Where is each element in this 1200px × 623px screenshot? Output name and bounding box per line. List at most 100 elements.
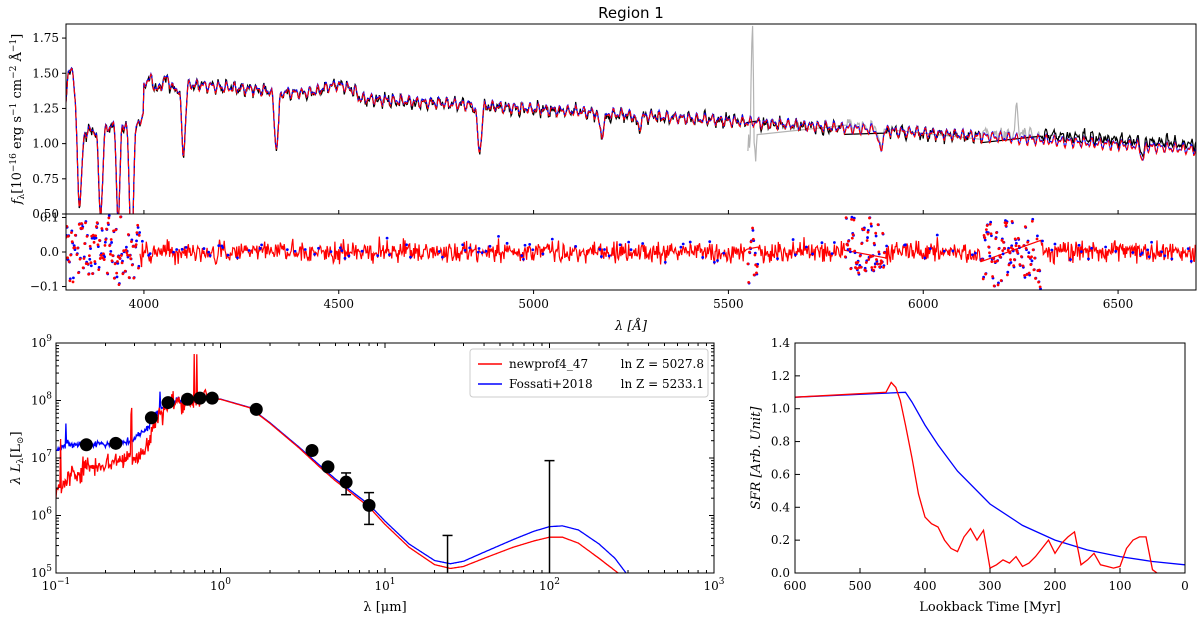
residual-fossati-point — [338, 246, 342, 250]
residual-fossati-point — [833, 241, 836, 244]
residual-fossati-point — [1150, 240, 1153, 244]
residual-fossati-point — [258, 246, 262, 250]
sed-photometry-point — [109, 436, 123, 450]
residual-newprof-point — [995, 231, 998, 235]
residual-fossati-point — [1027, 251, 1031, 255]
residual-newprof-point — [846, 243, 850, 247]
residual-newprof-point — [78, 257, 82, 261]
residual-newprof-point — [136, 223, 140, 227]
residual-newprof-point — [85, 234, 89, 238]
spectrum-fossati-model-line — [66, 66, 1196, 214]
residual-newprof-point — [1012, 264, 1016, 267]
residual-newprof-point — [114, 228, 118, 232]
residual-newprof-point — [751, 237, 755, 241]
residual-fossati-point — [221, 246, 225, 249]
residual-newprof-point — [843, 255, 847, 259]
residual-fossati-point — [688, 240, 692, 244]
spectrum-y-axis-label: fλ[10−16 erg s−1 cm−2 Å−1] — [9, 34, 27, 206]
residual-fossati-point — [708, 240, 712, 243]
residual-newprof-point — [87, 272, 90, 276]
residual-newprof-point — [872, 241, 876, 245]
residual-fossati-point — [935, 233, 939, 237]
residual-newprof-point — [994, 237, 998, 241]
residual-fossati-point — [1189, 259, 1193, 263]
legend-stat-fossati: ln Z = 5233.1 — [621, 377, 704, 391]
residual-fossati-point — [94, 236, 98, 240]
residual-fossati-point — [285, 248, 289, 252]
residual-newprof-point — [106, 221, 110, 225]
sed-frame — [55, 342, 715, 574]
residual-fossati-point — [208, 254, 212, 257]
residual-fossati-point — [217, 244, 221, 248]
residual-newprof-point — [873, 265, 877, 269]
residual-newprof-point — [103, 243, 107, 247]
residual-fossati-point — [385, 236, 389, 240]
residual-newprof-point — [859, 265, 863, 269]
residual-newprof-point — [851, 233, 855, 237]
residual-newprof-point — [117, 283, 121, 287]
residual-fossati-point — [531, 248, 535, 252]
sed-y-axis-label: λ Lλ[L⊙] — [9, 431, 26, 485]
sfh-y-tick-label: 0.6 — [771, 467, 790, 481]
residual-newprof-point — [984, 228, 988, 232]
residual-fossati-point — [202, 247, 206, 250]
residual-fossati-point — [701, 256, 705, 259]
residual-fossati-point — [951, 249, 955, 253]
residual-newprof-point — [116, 260, 119, 263]
residual-newprof-point — [850, 217, 853, 221]
residual-fossati-point — [89, 264, 93, 268]
residual-newprof-point — [128, 254, 132, 257]
residual-newprof-point — [75, 253, 79, 256]
residual-newprof-point — [112, 276, 116, 280]
residual-newprof-point — [1004, 224, 1008, 227]
residual-newprof-point — [70, 231, 73, 234]
residual-newprof-point — [87, 254, 91, 258]
residual-newprof-point — [100, 227, 104, 230]
residual-newprof-point — [878, 265, 881, 269]
residual-newprof-point — [1032, 268, 1036, 272]
residual-fossati-point — [388, 253, 391, 257]
residual-newprof-point — [69, 253, 73, 257]
residual-newprof-point — [875, 258, 878, 261]
sed-photometry-point — [321, 460, 335, 474]
residual-newprof-point — [107, 216, 111, 220]
residual-newprof-point — [881, 231, 885, 235]
residual-fossati-point — [409, 255, 412, 259]
residual-newprof-point — [102, 252, 105, 256]
residual-newprof-point — [126, 253, 129, 257]
sed-y-tick-label: 108 — [31, 392, 52, 408]
sfh-y-tick-label: 0.2 — [771, 533, 790, 547]
residual-newprof-point — [865, 239, 869, 242]
residual-newprof-point — [983, 236, 987, 240]
residual-newprof-point — [84, 221, 87, 225]
residual-newprof-point — [747, 281, 751, 284]
residual-newprof-point — [989, 232, 993, 236]
residual-newprof-point — [1037, 280, 1040, 284]
residual-fossati-point — [1077, 243, 1081, 247]
residual-newprof-point — [988, 222, 992, 226]
residual-fossati-point — [115, 275, 119, 279]
sed-photometry-point — [305, 444, 319, 458]
residual-newprof-point — [132, 276, 136, 280]
residual-newprof-point — [882, 251, 886, 255]
residual-newprof-point — [995, 259, 999, 263]
residual-fossati-point — [1170, 257, 1174, 261]
residual-fossati-point — [441, 255, 444, 259]
residual-newprof-point — [120, 261, 124, 265]
residual-x-tick-label: 6000 — [908, 297, 939, 311]
residual-newprof-point — [96, 243, 100, 247]
residual-newprof-point — [871, 268, 875, 272]
residual-newprof-point — [82, 257, 86, 260]
residual-newprof-point — [981, 258, 984, 262]
residual-newprof-point — [876, 223, 880, 227]
residual-fossati-point — [1131, 251, 1135, 254]
residual-newprof-point — [1020, 255, 1023, 258]
residual-fossati-point — [794, 253, 797, 257]
sfh-y-axis-label: SFR [Arb. Unit] — [749, 406, 764, 510]
sed-x-tick-label: 10−1 — [42, 577, 71, 593]
residual-newprof-line — [139, 236, 1196, 268]
residual-fossati-point — [180, 247, 184, 251]
sfh-x-tick-label: 600 — [784, 579, 807, 593]
residual-newprof-point — [755, 265, 759, 268]
residual-newprof-point — [131, 245, 135, 248]
